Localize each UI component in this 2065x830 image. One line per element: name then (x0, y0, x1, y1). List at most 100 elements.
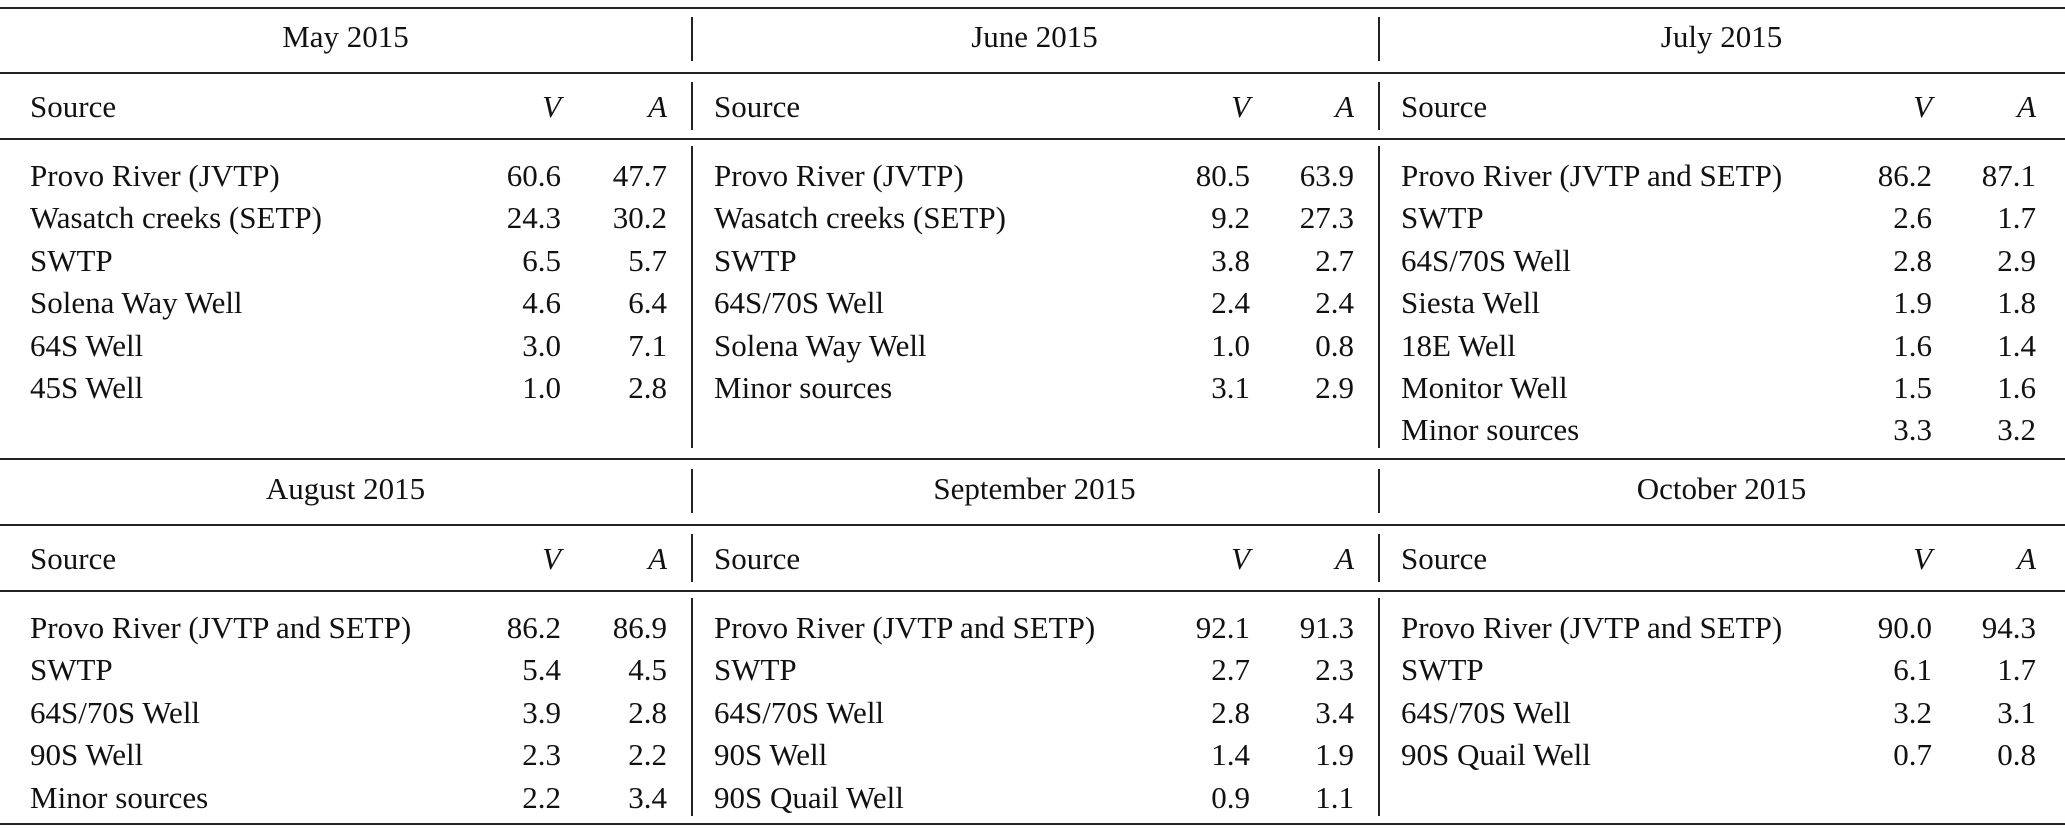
v-cell: 2.4 (1211, 285, 1250, 321)
source-cell: Provo River (JVTP and SETP) (714, 610, 1096, 645)
header-rule-top-2 (0, 524, 2065, 526)
table-row: Provo River (JVTP) 80.5 63.9 (691, 155, 1378, 197)
a-cell: 3.4 (1315, 694, 1354, 730)
column-header-row: Source V A (1378, 529, 2065, 589)
column-separator (691, 534, 693, 582)
v-cell: 2.3 (522, 737, 561, 773)
v-column-header: V (1913, 89, 1932, 124)
a-cell: 86.9 (612, 610, 667, 645)
v-column-header: V (1231, 541, 1250, 576)
v-cell: 80.5 (1195, 158, 1250, 193)
v-cell: 24.3 (506, 200, 561, 236)
source-cell: 64S Well (30, 327, 144, 363)
v-cell: 2.8 (1893, 242, 1932, 278)
a-cell: 1.1 (1315, 779, 1354, 815)
v-cell: 5.4 (522, 652, 561, 688)
month-panel-august: August 2015 Source V A Provo River (JVTP… (0, 459, 691, 823)
source-cell: 64S/70S Well (714, 694, 885, 730)
v-cell: 0.7 (1893, 737, 1932, 773)
table-row: 90S Well 1.4 1.9 (691, 734, 1378, 776)
a-cell: 91.3 (1299, 610, 1354, 645)
a-cell: 2.2 (628, 737, 667, 773)
v-column-header: V (1913, 541, 1932, 576)
section-divider-rule (0, 458, 2065, 460)
table-row: Provo River (JVTP and SETP) 92.1 91.3 (691, 607, 1378, 649)
table-row: 64S/70S Well 2.8 3.4 (691, 692, 1378, 734)
source-cell: Solena Way Well (714, 327, 927, 363)
month-panel-october: October 2015 Source V A Provo River (JVT… (1378, 459, 2065, 823)
a-cell: 2.9 (1315, 369, 1354, 405)
header-rule-bottom-2 (0, 590, 2065, 592)
a-cell: 1.7 (1997, 200, 2036, 236)
a-cell: 47.7 (612, 158, 667, 193)
table-row: SWTP 6.1 1.7 (1378, 649, 2065, 691)
v-cell: 3.1 (1211, 369, 1250, 405)
a-cell: 2.9 (1997, 242, 2036, 278)
table-row: Provo River (JVTP and SETP) 86.2 87.1 (1378, 155, 2065, 197)
a-cell: 1.4 (1997, 327, 2036, 363)
column-header-row: Source V A (0, 77, 691, 137)
source-column-header: Source (714, 89, 801, 124)
table-row: SWTP 2.7 2.3 (691, 649, 1378, 691)
a-cell: 3.4 (628, 779, 667, 815)
source-cell: SWTP (714, 242, 797, 278)
table-row: SWTP 2.6 1.7 (1378, 197, 2065, 239)
month-panel-may: May 2015 Source V A Provo River (JVTP) 60… (0, 7, 691, 457)
panel-title: May 2015 (282, 19, 409, 54)
a-cell: 5.7 (628, 242, 667, 278)
column-separator (691, 82, 693, 130)
v-cell: 1.9 (1893, 285, 1932, 321)
column-header-row: Source V A (1378, 77, 2065, 137)
source-cell: Minor sources (714, 369, 893, 405)
source-cell: SWTP (30, 652, 113, 688)
table-row: Solena Way Well 4.6 6.4 (0, 282, 691, 324)
table-row: SWTP 5.4 4.5 (0, 649, 691, 691)
v-cell: 3.9 (522, 694, 561, 730)
month-panel-september: September 2015 Source V A Provo River (J… (691, 459, 1378, 823)
table-row: 64S/70S Well 2.8 2.9 (1378, 240, 2065, 282)
table-row: Minor sources 3.1 2.9 (691, 367, 1378, 409)
table-row: Minor sources 2.2 3.4 (0, 777, 691, 819)
title-separator (691, 469, 693, 513)
source-cell: Provo River (JVTP and SETP) (30, 610, 412, 645)
a-cell: 6.4 (628, 285, 667, 321)
table-bottom-rule (0, 823, 2065, 825)
a-cell: 1.8 (1997, 285, 2036, 321)
v-cell: 1.5 (1893, 369, 1932, 405)
source-cell: 64S/70S Well (714, 285, 885, 321)
column-separator (1378, 598, 1380, 816)
v-cell: 3.3 (1893, 412, 1932, 448)
title-separator (1378, 469, 1380, 513)
column-separator (691, 598, 693, 816)
source-cell: Provo River (JVTP) (30, 158, 280, 193)
table-row: 18E Well 1.6 1.4 (1378, 325, 2065, 367)
source-cell: SWTP (1401, 200, 1484, 236)
source-cell: SWTP (714, 652, 797, 688)
a-cell: 2.3 (1315, 652, 1354, 688)
panel-title: August 2015 (265, 471, 426, 506)
table-row: Solena Way Well 1.0 0.8 (691, 325, 1378, 367)
a-column-header: A (2017, 89, 2036, 124)
source-column-header: Source (1401, 541, 1488, 576)
v-cell: 2.8 (1211, 694, 1250, 730)
column-separator (1378, 82, 1380, 130)
month-panel-july: July 2015 Source V A Provo River (JVTP a… (1378, 7, 2065, 457)
source-cell: Minor sources (30, 779, 209, 815)
v-cell: 1.4 (1211, 737, 1250, 773)
v-cell: 86.2 (1877, 158, 1932, 193)
table-row: Siesta Well 1.9 1.8 (1378, 282, 2065, 324)
data-rows: Provo River (JVTP) 80.5 63.9 Wasatch creek… (691, 155, 1378, 409)
a-cell: 7.1 (628, 327, 667, 363)
source-column-header: Source (714, 541, 801, 576)
a-column-header: A (2017, 541, 2036, 576)
panel-title: June 2015 (971, 19, 1098, 54)
a-column-header: A (1335, 541, 1354, 576)
table-row: 45S Well 1.0 2.8 (0, 367, 691, 409)
source-cell: 64S/70S Well (1401, 242, 1572, 278)
source-column-header: Source (30, 89, 117, 124)
month-panel-june: June 2015 Source V A Provo River (JVTP) 8… (691, 7, 1378, 457)
v-cell: 0.9 (1211, 779, 1250, 815)
a-cell: 1.7 (1997, 652, 2036, 688)
column-header-row: Source V A (691, 77, 1378, 137)
v-cell: 86.2 (506, 610, 561, 645)
